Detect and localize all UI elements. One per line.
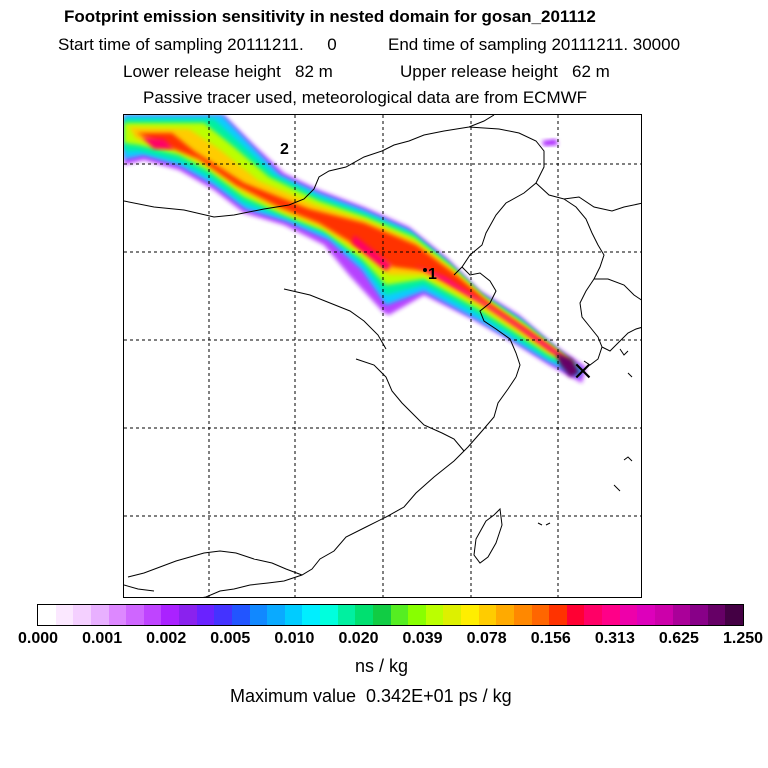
colorbar-cell <box>90 605 110 626</box>
sampling-start-time: Start time of sampling 20111211. 0 <box>58 35 337 54</box>
colorbar-cell <box>478 605 497 626</box>
colorbar-cell <box>549 605 568 626</box>
maximum-value: Maximum value 0.342E+01 ps / kg <box>230 686 512 706</box>
colorbar-cell <box>602 605 621 626</box>
colorbar-cell <box>143 605 162 626</box>
colorbar-cell <box>179 605 198 626</box>
upper-release-height: Upper release height 62 m <box>400 62 610 81</box>
colorbar-cell <box>38 605 57 626</box>
colorbar-cell <box>672 605 691 626</box>
colorbar-cell <box>55 605 74 626</box>
colorbar-cell <box>496 605 515 626</box>
receptor-marker: × <box>572 356 594 386</box>
colorbar-tick-label: 1.250 <box>723 630 764 647</box>
lower-release-height: Lower release height 82 m <box>123 62 333 81</box>
colorbar-cell <box>267 605 286 626</box>
colorbar-cell <box>73 605 92 626</box>
plot-title: Footprint emission sensitivity in nested… <box>64 7 596 26</box>
sampling-end-time: End time of sampling 20111211. 30000 <box>388 35 681 54</box>
colorbar-cell <box>161 605 181 626</box>
colorbar-tick-label: 0.039 <box>402 630 443 647</box>
colorbar-cell <box>355 605 374 626</box>
point-1-marker <box>423 268 427 272</box>
colorbar-tick-label: 0.020 <box>338 630 379 647</box>
colorbar-tick-label: 0.001 <box>82 630 123 647</box>
point-1-label: 1 <box>428 266 437 283</box>
colorbar-cell <box>443 605 463 626</box>
colorbar-cell <box>372 605 392 626</box>
colorbar-tick-label: 0.078 <box>466 630 507 647</box>
colorbar-cell <box>196 605 215 626</box>
colorbar-cell <box>690 605 709 626</box>
colorbar-cell <box>284 605 303 626</box>
colorbar-tick-label: 0.002 <box>146 630 187 647</box>
colorbar-tick-label: 0.156 <box>530 630 571 647</box>
footprint-map: 1 2 × <box>123 114 642 598</box>
colorbar-cell <box>302 605 322 626</box>
colorbar-cell <box>707 605 726 626</box>
map-canvas: 1 2 × <box>124 115 641 597</box>
colorbar-tick-label: 0.010 <box>274 630 315 647</box>
colorbar-cell <box>249 605 268 626</box>
colorbar-cell <box>654 605 674 626</box>
colorbar-cell <box>390 605 409 626</box>
colorbar-tick-label: 0.005 <box>210 630 251 647</box>
colorbar-cell <box>461 605 480 626</box>
point-2-label: 2 <box>280 141 289 158</box>
colorbar-cell <box>531 605 550 626</box>
colorbar-cell <box>231 605 251 626</box>
colorbar-cell <box>513 605 533 626</box>
tracer-info: Passive tracer used, meteorological data… <box>143 88 588 107</box>
colorbar-cell <box>566 605 585 626</box>
coastlines <box>124 115 641 597</box>
colorbar-unit: ns / kg <box>355 656 409 676</box>
colorbar-cell <box>725 605 744 626</box>
colorbar-cell <box>108 605 127 626</box>
colorbar-cell <box>320 605 339 626</box>
colorbar-cell <box>619 605 638 626</box>
colorbar-cell <box>214 605 233 626</box>
colorbar-cell <box>126 605 145 626</box>
colorbar-tick-label: 0.313 <box>594 630 635 647</box>
lat-lon-grid <box>124 115 641 597</box>
colorbar-cell <box>337 605 356 626</box>
colorbar-cell <box>425 605 444 626</box>
colorbar-tick-label: 0.625 <box>658 630 699 647</box>
colorbar-cell <box>584 605 604 626</box>
emission-plume <box>124 115 586 383</box>
colorbar-cell <box>408 605 427 626</box>
colorbar-cell <box>637 605 656 626</box>
colorbar-tick-label: 0.000 <box>18 630 59 647</box>
